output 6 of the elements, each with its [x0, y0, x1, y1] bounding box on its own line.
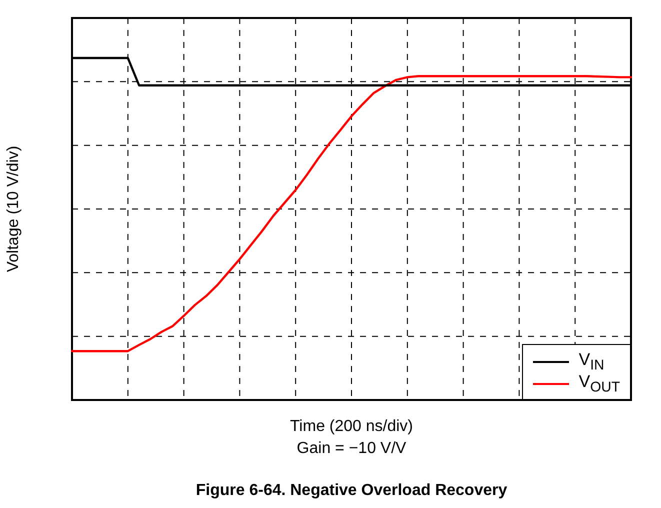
legend-label: V$_{IN}$: [578, 350, 604, 374]
y-axis-title: Voltage (10 V/div): [5, 146, 22, 272]
text: Figure 6-64. Negative Overload Recovery: [194, 482, 508, 500]
legend-label: V$_{OUT}$: [578, 372, 620, 396]
text: Gain = −10 V/V: [296, 440, 408, 458]
x-axis-title: Time (200 ns/div): [290, 418, 413, 435]
